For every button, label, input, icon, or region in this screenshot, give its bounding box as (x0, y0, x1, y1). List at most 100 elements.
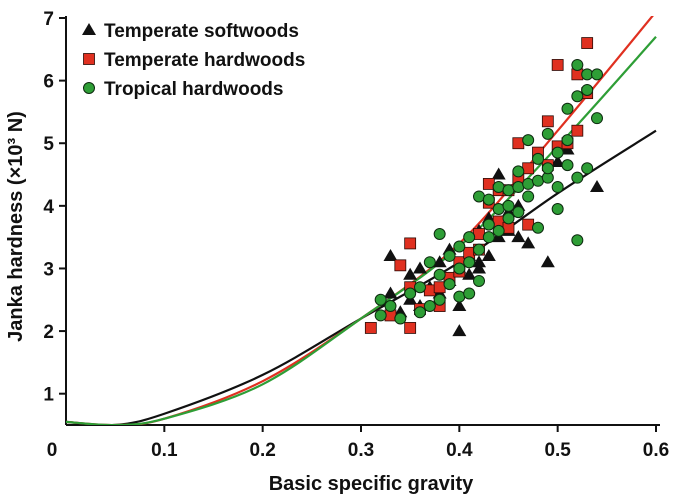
square-point (512, 137, 525, 150)
legend-triangle-icon (82, 23, 96, 35)
y-tick-label: 2 (43, 322, 54, 343)
y-axis-label: Janka hardness (×10³ N) (5, 111, 27, 342)
square-point (551, 59, 564, 71)
circle-point (512, 206, 525, 219)
circle-point (423, 256, 436, 269)
circle-point (453, 240, 466, 253)
x-tick-label: 0.5 (544, 440, 571, 461)
circle-point (433, 228, 446, 241)
circle-point (473, 243, 485, 256)
y-tick-label: 7 (43, 9, 54, 30)
triangle-point (452, 324, 467, 337)
circle-point (482, 218, 495, 231)
square-point (404, 322, 417, 334)
circle-point (414, 306, 426, 319)
circle-point (591, 68, 603, 81)
triangle-point (491, 167, 506, 180)
square-point (364, 322, 377, 334)
triangle-point (481, 248, 496, 261)
circle-point (443, 278, 456, 291)
circle-point (571, 234, 584, 247)
square-point (581, 37, 594, 49)
legend-square-icon (83, 53, 95, 65)
circle-point (482, 231, 495, 244)
circle-point (374, 309, 387, 322)
triangle-point (383, 248, 398, 261)
circle-point (404, 287, 417, 300)
circle-point (433, 268, 446, 281)
circle-point (571, 90, 584, 103)
circle-point (541, 127, 554, 140)
legend: Temperate softwoods Temperate hardwoods Tr… (82, 21, 305, 100)
legend-label: Temperate softwoods (104, 21, 299, 42)
tick-labels: 0 0.1 0.2 0.3 0.4 0.5 0.6 1 2 3 4 5 6 7 (43, 9, 669, 461)
axes (59, 16, 660, 432)
square-point (482, 178, 495, 190)
circle-point (443, 249, 456, 262)
triangle-point (511, 230, 526, 243)
x-tick-label: 0.2 (249, 440, 275, 461)
data-points (364, 37, 604, 337)
triangle-point (462, 267, 477, 280)
x-tick-label: 0 (47, 440, 58, 461)
circle-point (414, 281, 426, 294)
triangle-point (550, 155, 565, 168)
triangle-point (590, 180, 604, 193)
triangle-point (472, 255, 486, 268)
circle-point (532, 152, 544, 165)
circle-point (502, 184, 515, 197)
circle-point (571, 58, 584, 71)
circle-point (433, 293, 446, 306)
y-tick-label: 3 (43, 259, 54, 280)
x-tick-label: 0.1 (151, 440, 178, 461)
circle-point (492, 224, 505, 237)
fit-curve (66, 129, 657, 425)
square-point (522, 162, 535, 175)
triangle-point (540, 255, 555, 268)
circle-point (561, 159, 574, 172)
circle-point (482, 193, 495, 206)
circle-point (463, 256, 476, 269)
circle-point (453, 262, 466, 275)
circle-point (492, 181, 505, 194)
triangle-point (403, 267, 418, 280)
square-point (571, 124, 584, 137)
circle-point (532, 221, 544, 234)
circle-point (512, 165, 525, 178)
circle-point (502, 212, 515, 225)
circle-point (551, 146, 564, 159)
square-point (404, 237, 417, 250)
circle-point (394, 312, 407, 325)
circle-point (492, 202, 505, 215)
x-tick-label: 0.3 (348, 440, 374, 461)
y-tick-label: 6 (43, 72, 54, 93)
square-point (522, 218, 535, 231)
triangle-point (413, 261, 427, 274)
square-point (394, 259, 407, 272)
circle-point (591, 112, 603, 125)
circle-point (473, 274, 485, 287)
y-tick-label: 1 (43, 385, 54, 406)
circle-point (581, 162, 594, 175)
circle-point (374, 293, 387, 306)
circle-point (522, 134, 535, 147)
circle-point (473, 190, 485, 203)
square-point (541, 115, 554, 128)
triangle-point (452, 299, 467, 312)
fit-curve (66, 16, 654, 425)
circle-point (512, 181, 525, 194)
circle-point (571, 171, 584, 184)
circle-point (522, 177, 535, 190)
circle-point (453, 290, 466, 303)
circle-point (551, 181, 564, 194)
circle-point (463, 231, 476, 244)
circle-point (463, 287, 476, 300)
circle-point (561, 134, 574, 147)
circle-point (532, 174, 544, 187)
circle-point (522, 190, 535, 203)
circle-point (423, 300, 436, 313)
square-point (473, 228, 485, 240)
triangle-point (383, 286, 398, 299)
circle-point (561, 102, 574, 115)
